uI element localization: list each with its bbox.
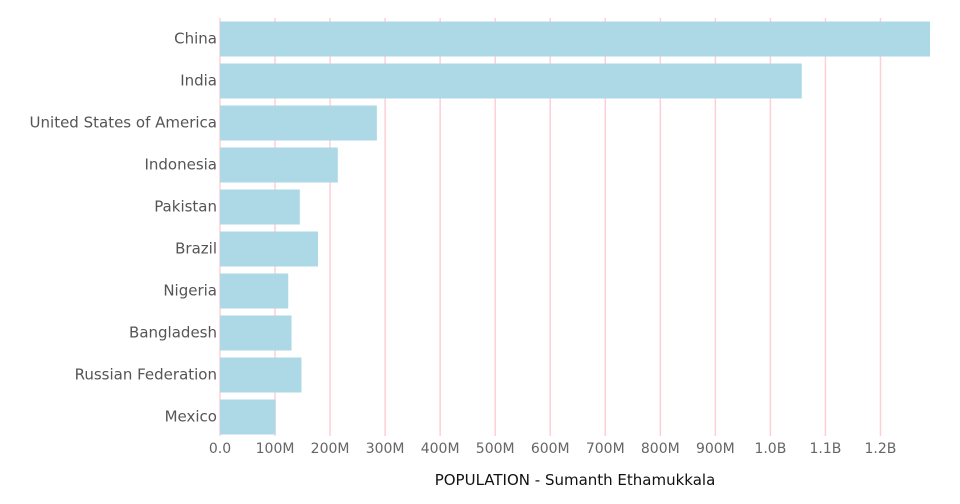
- x-tick-label: 900M: [696, 441, 735, 457]
- category-label: Russian Federation: [75, 366, 217, 384]
- bar: [220, 189, 300, 225]
- category-label: Indonesia: [144, 156, 217, 174]
- category-label: Bangladesh: [129, 324, 217, 342]
- bar: [220, 273, 289, 309]
- x-tick-label: 800M: [641, 441, 680, 457]
- category-label: Mexico: [165, 408, 217, 426]
- category-label: United States of America: [30, 114, 217, 132]
- x-tick-label: 0.0: [209, 441, 231, 457]
- category-label: Pakistan: [154, 198, 217, 216]
- bar-layer: [220, 21, 930, 435]
- bar: [220, 357, 302, 393]
- bar: [220, 63, 802, 99]
- x-tick-labels: 0.0 100M 200M 300M 400M 500M 600M 700M 800M 900M 1…: [209, 441, 897, 457]
- x-tick-label: 1.2B: [865, 441, 897, 457]
- x-tick-label: 500M: [476, 441, 515, 457]
- x-tick-label: 100M: [256, 441, 295, 457]
- x-tick-label: 400M: [421, 441, 460, 457]
- x-tick-label: 1.1B: [809, 441, 841, 457]
- category-label: China: [174, 30, 217, 48]
- bar: [220, 105, 377, 141]
- x-tick-label: 600M: [531, 441, 570, 457]
- x-axis-title: POPULATION - Sumanth Ethamukkala: [435, 471, 716, 489]
- category-label: Nigeria: [163, 282, 217, 300]
- category-label: India: [180, 72, 217, 90]
- bar: [220, 399, 276, 435]
- x-tick-label: 300M: [366, 441, 405, 457]
- x-tick-label: 700M: [586, 441, 625, 457]
- x-tick-label: 200M: [311, 441, 350, 457]
- bar: [220, 231, 318, 267]
- bar: [220, 147, 338, 183]
- bar: [220, 21, 930, 57]
- category-labels: China India United States of America Indone…: [30, 30, 217, 426]
- bar: [220, 315, 292, 351]
- x-tick-label: 1.0B: [754, 441, 786, 457]
- category-label: Brazil: [175, 240, 217, 258]
